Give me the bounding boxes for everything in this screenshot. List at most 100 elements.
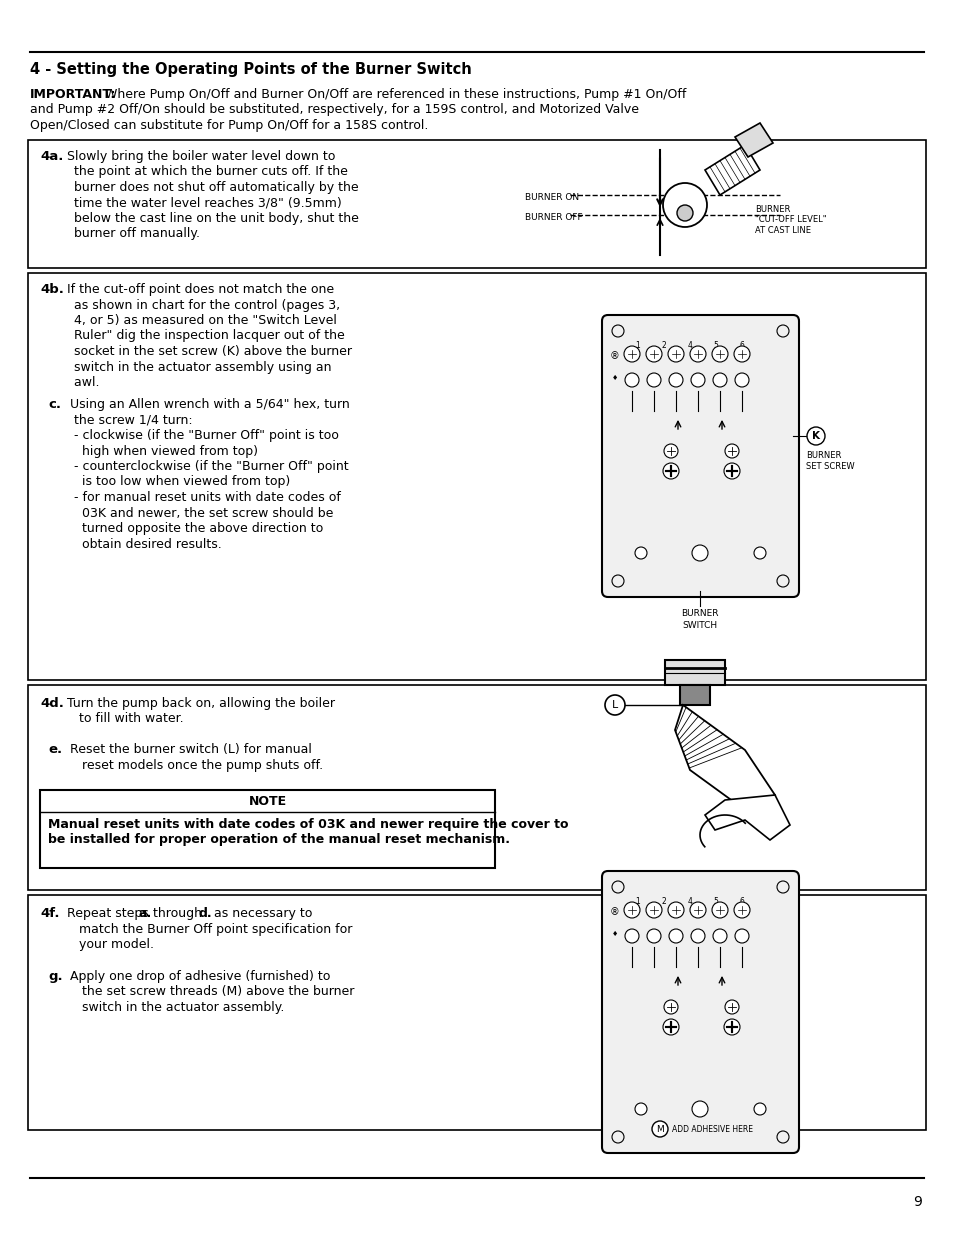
Text: Using an Allen wrench with a 5/64" hex, turn: Using an Allen wrench with a 5/64" hex, … — [70, 398, 350, 411]
Text: 9: 9 — [912, 1195, 921, 1209]
Circle shape — [690, 929, 704, 944]
Circle shape — [753, 547, 765, 559]
Circle shape — [646, 929, 660, 944]
Circle shape — [724, 1000, 739, 1014]
Circle shape — [776, 1131, 788, 1144]
Text: 1: 1 — [635, 897, 639, 906]
Circle shape — [689, 346, 705, 362]
Text: Repeat steps: Repeat steps — [67, 906, 152, 920]
Text: high when viewed from top): high when viewed from top) — [62, 445, 257, 457]
Text: M: M — [656, 1125, 663, 1134]
Circle shape — [667, 346, 683, 362]
Text: match the Burner Off point specification for: match the Burner Off point specification… — [67, 923, 352, 935]
Text: BURNER
"CUT-OFF LEVEL"
AT CAST LINE: BURNER "CUT-OFF LEVEL" AT CAST LINE — [754, 205, 825, 235]
Text: d.: d. — [199, 906, 213, 920]
Text: - for manual reset units with date codes of: - for manual reset units with date codes… — [62, 492, 340, 504]
Text: 4b.: 4b. — [40, 283, 64, 296]
Text: through: through — [150, 906, 206, 920]
Circle shape — [624, 929, 639, 944]
Text: 2: 2 — [661, 341, 666, 350]
Bar — [28, 685, 925, 890]
Text: IMPORTANT:: IMPORTANT: — [30, 88, 116, 101]
Circle shape — [624, 373, 639, 387]
Text: burner does not shut off automatically by the: burner does not shut off automatically b… — [62, 182, 358, 194]
Circle shape — [663, 445, 678, 458]
Circle shape — [776, 325, 788, 337]
Text: the point at which the burner cuts off. If the: the point at which the burner cuts off. … — [62, 165, 348, 179]
Text: time the water level reaches 3/8" (9.5mm): time the water level reaches 3/8" (9.5mm… — [62, 196, 341, 210]
Text: be installed for proper operation of the manual reset mechanism.: be installed for proper operation of the… — [48, 834, 510, 846]
Circle shape — [623, 902, 639, 918]
Text: 4d.: 4d. — [40, 697, 64, 710]
Bar — [625, 401, 774, 571]
Text: Open/Closed can substitute for Pump On/Off for a 158S control.: Open/Closed can substitute for Pump On/O… — [30, 119, 428, 132]
Circle shape — [712, 373, 726, 387]
Text: awl.: awl. — [62, 375, 99, 389]
Text: below the cast line on the unit body, shut the: below the cast line on the unit body, sh… — [62, 212, 358, 225]
Circle shape — [723, 463, 740, 479]
Bar — [28, 273, 925, 680]
Text: 5: 5 — [713, 897, 718, 906]
Text: 4: 4 — [687, 897, 692, 906]
Circle shape — [668, 929, 682, 944]
Text: ADD ADHESIVE HERE: ADD ADHESIVE HERE — [671, 1125, 752, 1134]
Text: ♦: ♦ — [611, 375, 618, 382]
Circle shape — [724, 445, 739, 458]
Text: 03K and newer, the set screw should be: 03K and newer, the set screw should be — [62, 506, 333, 520]
Text: 2: 2 — [661, 897, 666, 906]
Text: - clockwise (if the "Burner Off" point is too: - clockwise (if the "Burner Off" point i… — [62, 429, 338, 442]
Text: to fill with water.: to fill with water. — [67, 713, 183, 725]
Bar — [625, 957, 774, 1128]
Circle shape — [733, 902, 749, 918]
Bar — [679, 685, 709, 705]
Text: Turn the pump back on, allowing the boiler: Turn the pump back on, allowing the boil… — [67, 697, 335, 710]
Text: BURNER: BURNER — [680, 609, 718, 618]
Text: Reset the burner switch (L) for manual: Reset the burner switch (L) for manual — [70, 743, 312, 756]
Bar — [643, 438, 698, 489]
Text: is too low when viewed from top): is too low when viewed from top) — [62, 475, 290, 489]
Text: Ruler" dig the inspection lacquer out of the: Ruler" dig the inspection lacquer out of… — [62, 330, 344, 342]
Text: L: L — [611, 700, 618, 710]
Text: ®: ® — [610, 351, 619, 361]
Circle shape — [753, 1103, 765, 1115]
Text: the screw 1/4 turn:: the screw 1/4 turn: — [62, 414, 193, 426]
Circle shape — [806, 427, 824, 445]
Text: reset models once the pump shuts off.: reset models once the pump shuts off. — [70, 758, 323, 772]
Circle shape — [612, 1131, 623, 1144]
Circle shape — [623, 346, 639, 362]
Text: BURNER: BURNER — [805, 451, 841, 459]
Text: switch in the actuator assembly using an: switch in the actuator assembly using an — [62, 361, 331, 373]
Text: 4f.: 4f. — [40, 906, 59, 920]
Circle shape — [711, 346, 727, 362]
Circle shape — [662, 1019, 679, 1035]
Circle shape — [776, 881, 788, 893]
Text: ®: ® — [610, 906, 619, 918]
Text: and Pump #2 Off/On should be substituted, respectively, for a 159S control, and : and Pump #2 Off/On should be substituted… — [30, 104, 639, 116]
Text: SWITCH: SWITCH — [681, 621, 717, 630]
Text: 6: 6 — [739, 897, 743, 906]
Circle shape — [691, 1100, 707, 1116]
Text: 1: 1 — [635, 341, 639, 350]
Circle shape — [712, 929, 726, 944]
Bar — [664, 659, 724, 685]
Text: obtain desired results.: obtain desired results. — [62, 537, 221, 551]
Bar — [625, 892, 774, 947]
Circle shape — [691, 545, 707, 561]
Circle shape — [645, 902, 661, 918]
Text: 6: 6 — [739, 341, 743, 350]
Text: 4: 4 — [687, 341, 692, 350]
Text: c.: c. — [48, 398, 61, 411]
Text: Apply one drop of adhesive (furnished) to: Apply one drop of adhesive (furnished) t… — [70, 969, 330, 983]
Text: Manual reset units with date codes of 03K and newer require the cover to: Manual reset units with date codes of 03… — [48, 818, 568, 831]
Text: SET SCREW: SET SCREW — [805, 462, 854, 471]
Circle shape — [776, 576, 788, 587]
Bar — [634, 409, 766, 563]
Bar — [643, 995, 698, 1045]
Circle shape — [662, 183, 706, 227]
Text: Where Pump On/Off and Burner On/Off are referenced in these instructions, Pump #: Where Pump On/Off and Burner On/Off are … — [101, 88, 685, 101]
Bar — [704, 995, 759, 1045]
Text: g.: g. — [48, 969, 63, 983]
Circle shape — [668, 373, 682, 387]
Text: BURNER OFF: BURNER OFF — [524, 212, 582, 222]
Text: turned opposite the above direction to: turned opposite the above direction to — [62, 522, 323, 535]
